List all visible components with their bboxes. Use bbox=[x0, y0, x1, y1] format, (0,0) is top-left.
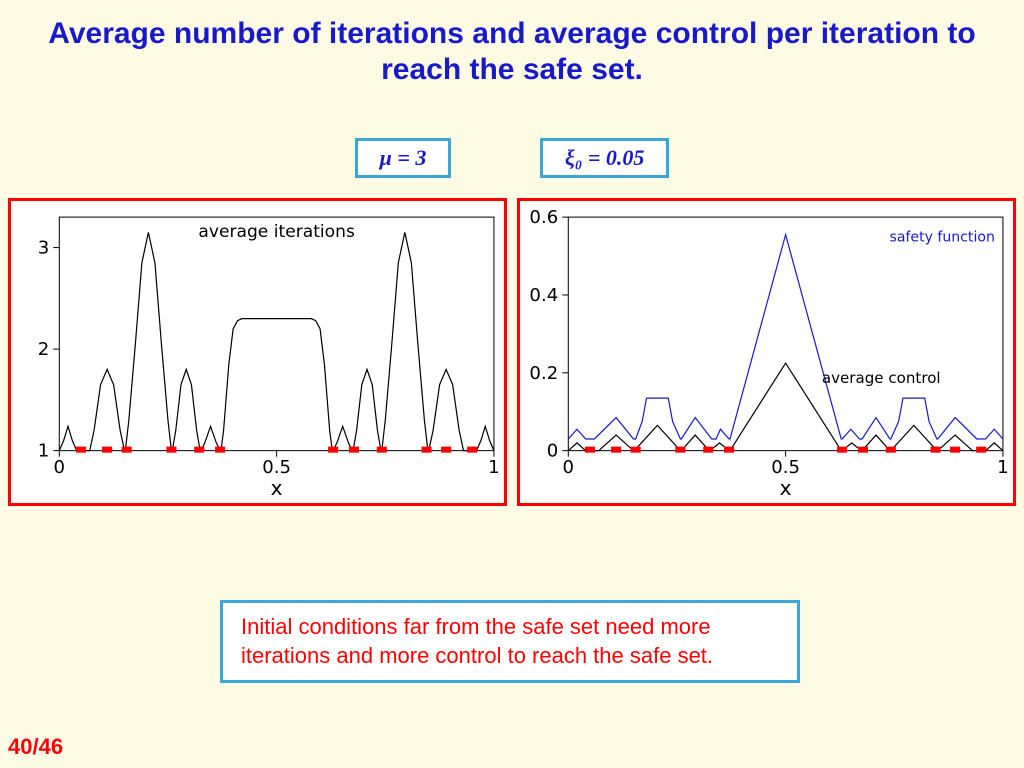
svg-text:average control: average control bbox=[822, 369, 941, 387]
svg-text:1: 1 bbox=[997, 457, 1009, 478]
slide-title: Average number of iterations and average… bbox=[0, 16, 1024, 88]
param-row: μ = 3 ξ₀ = 0.05 bbox=[0, 138, 1024, 178]
chart-left: 0 0.5 1 1 2 3 x average iterations bbox=[11, 201, 504, 503]
chart-left-frame: 0 0.5 1 1 2 3 x average iterations bbox=[8, 198, 507, 506]
svg-text:0.2: 0.2 bbox=[529, 363, 558, 384]
chart-right-frame: 0 0.5 1 0 0.2 0.4 0.6 x average control safety fu… bbox=[517, 198, 1016, 506]
param-mu: μ = 3 bbox=[355, 138, 452, 178]
svg-text:0: 0 bbox=[547, 441, 559, 462]
svg-text:average iterations: average iterations bbox=[198, 222, 355, 242]
svg-text:1: 1 bbox=[488, 457, 500, 478]
page-number: 40/46 bbox=[8, 734, 63, 760]
svg-text:0: 0 bbox=[54, 457, 66, 478]
param-xi0: ξ₀ = 0.05 bbox=[540, 138, 670, 178]
charts-row: 00.51123xaverage iterations 00.5100.20.4… bbox=[8, 198, 1016, 506]
svg-text:0.6: 0.6 bbox=[529, 207, 558, 228]
svg-text:safety function: safety function bbox=[889, 229, 994, 245]
svg-text:3: 3 bbox=[38, 238, 50, 259]
svg-text:x: x bbox=[780, 476, 792, 500]
svg-text:0.5: 0.5 bbox=[262, 457, 291, 478]
svg-text:0.5: 0.5 bbox=[771, 457, 800, 478]
svg-text:x: x bbox=[271, 476, 283, 500]
svg-text:0: 0 bbox=[563, 457, 575, 478]
svg-text:0.4: 0.4 bbox=[529, 285, 558, 306]
chart-right: 0 0.5 1 0 0.2 0.4 0.6 x average control safety fu… bbox=[520, 201, 1013, 503]
svg-text:1: 1 bbox=[38, 441, 50, 462]
svg-text:2: 2 bbox=[38, 339, 50, 360]
caption-box: Initial conditions far from the safe set… bbox=[220, 600, 800, 683]
